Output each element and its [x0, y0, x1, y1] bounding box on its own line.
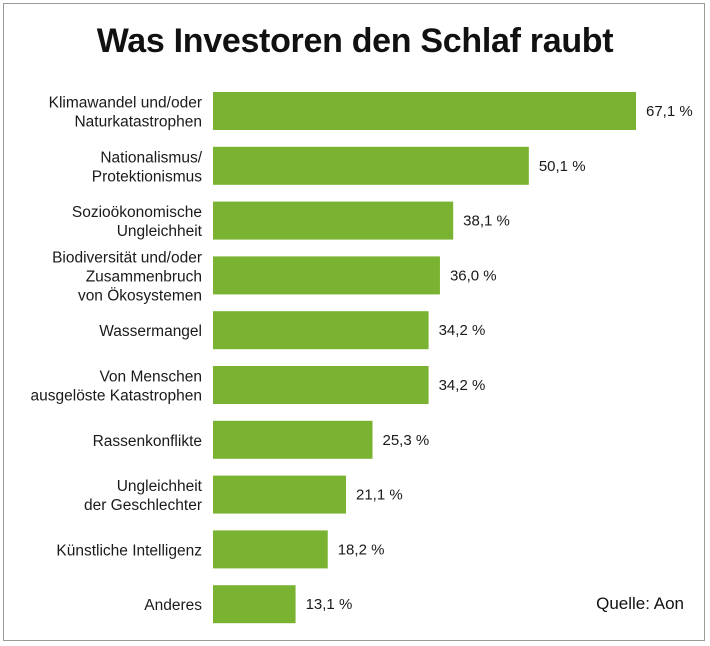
value-label: 34,2 % [439, 377, 486, 394]
bar [213, 311, 429, 350]
category-label: Ungleichheit der Geschlechter [84, 478, 203, 514]
category-label: Klimawandel und/oder Naturkatastrophen [49, 95, 202, 131]
value-label: 36,0 % [450, 267, 497, 284]
bar [213, 366, 429, 404]
category-label: Künstliche Intelligenz [56, 542, 202, 559]
value-label: 25,3 % [382, 432, 429, 449]
value-label: 38,1 % [463, 213, 510, 230]
category-label: Nationalismus/Protektionismus [92, 149, 203, 185]
source-note: Quelle: Aon [596, 594, 684, 613]
value-label: 67,1 % [646, 103, 693, 120]
bar [213, 420, 373, 459]
category-label: Wassermangel [99, 323, 202, 340]
value-label: 21,1 % [356, 487, 403, 504]
category-label: Anderes [144, 597, 202, 614]
bar [213, 201, 454, 240]
category-label-line: Biodiversität und/oder [52, 249, 202, 266]
category-label-line: Zusammenbruch [86, 268, 202, 285]
category-label-line: von Ökosystemen [78, 286, 202, 304]
bar [213, 92, 636, 130]
bar [213, 530, 328, 569]
value-label: 34,2 % [439, 322, 486, 339]
category-label: Rassenkonflikte [93, 433, 202, 450]
category-label-line: Ungleichheit [117, 478, 203, 495]
category-label-line: Rassenkonflikte [93, 433, 202, 450]
category-label-line: Anderes [144, 597, 202, 614]
bar [213, 146, 529, 185]
category-label-line: Klimawandel und/oder [49, 95, 202, 112]
category-label: Biodiversität und/oder Zusammenbruch von Ö… [52, 249, 202, 304]
category-label-line: ausgelöste Katastrophen [31, 388, 202, 405]
bar [213, 256, 440, 295]
category-label-line: Von Menschen [99, 369, 202, 386]
category-label-line: Ungleichheit [117, 223, 203, 240]
category-label-line: Wassermangel [99, 323, 202, 340]
value-label: 50,1 % [539, 158, 586, 175]
category-label: Von Menschen ausgelöste Katastrophen [31, 369, 202, 405]
category-label: Sozioökonomische Ungleichheit [72, 204, 203, 240]
bar [213, 475, 347, 514]
bar [213, 585, 296, 624]
category-label-line: der Geschlechter [84, 497, 202, 514]
category-label-line: Sozioökonomische [72, 204, 202, 221]
category-label-line: Naturkatastrophen [74, 114, 202, 131]
category-label-line: Protektionismus [92, 168, 203, 185]
chart-title: Was Investoren den Schlaf raubt [96, 22, 614, 60]
value-label: 13,1 % [306, 596, 353, 613]
category-label-line: Nationalismus/ [100, 149, 202, 166]
value-label: 18,2 % [338, 541, 385, 558]
category-label-line: Künstliche Intelligenz [56, 542, 202, 559]
